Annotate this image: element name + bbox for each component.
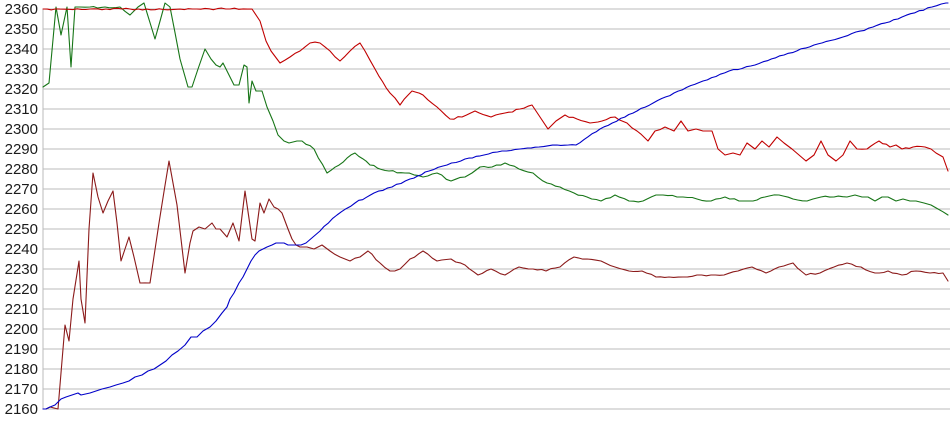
svg-text:2340: 2340 xyxy=(5,41,38,58)
svg-text:2210: 2210 xyxy=(5,301,38,318)
svg-text:2290: 2290 xyxy=(5,141,38,158)
svg-text:2250: 2250 xyxy=(5,221,38,238)
svg-text:2200: 2200 xyxy=(5,321,38,338)
svg-text:2280: 2280 xyxy=(5,161,38,178)
svg-text:2350: 2350 xyxy=(5,21,38,38)
svg-text:2180: 2180 xyxy=(5,361,38,378)
svg-text:2360: 2360 xyxy=(5,1,38,18)
svg-text:2260: 2260 xyxy=(5,201,38,218)
svg-text:2270: 2270 xyxy=(5,181,38,198)
svg-text:2240: 2240 xyxy=(5,241,38,258)
svg-text:2310: 2310 xyxy=(5,101,38,118)
svg-text:2230: 2230 xyxy=(5,261,38,278)
svg-text:2220: 2220 xyxy=(5,281,38,298)
svg-text:2330: 2330 xyxy=(5,61,38,78)
svg-text:2300: 2300 xyxy=(5,121,38,138)
svg-text:2190: 2190 xyxy=(5,341,38,358)
svg-text:2170: 2170 xyxy=(5,381,38,398)
svg-text:2320: 2320 xyxy=(5,81,38,98)
svg-text:2160: 2160 xyxy=(5,401,38,418)
